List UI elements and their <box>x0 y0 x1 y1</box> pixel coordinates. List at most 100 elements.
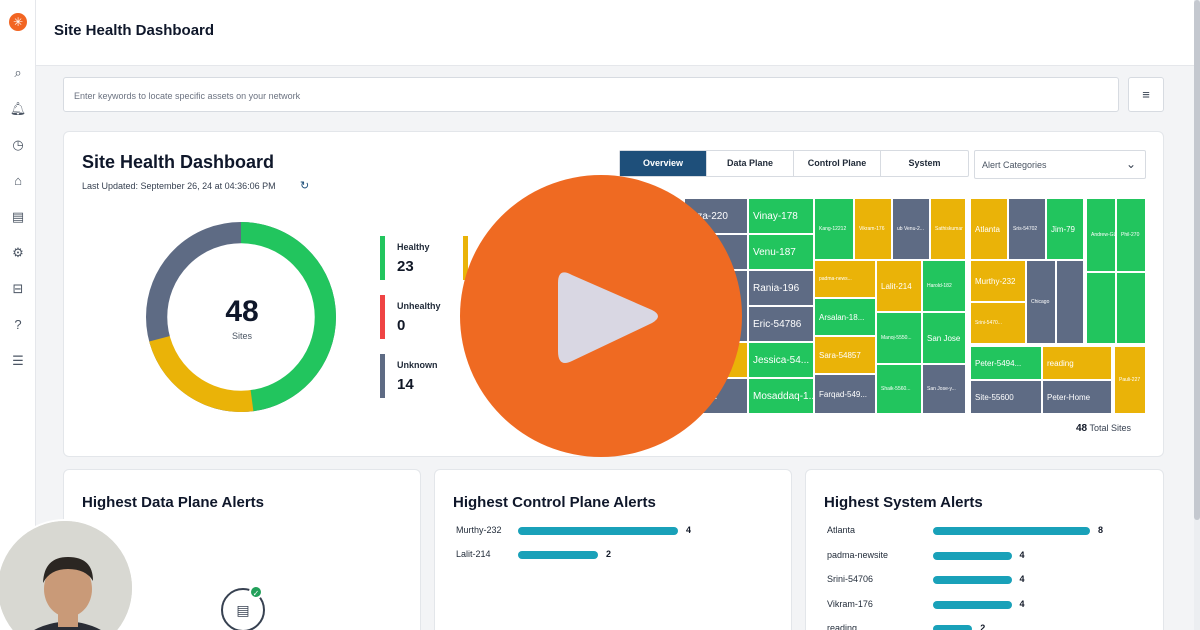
treemap-tile[interactable]: Andrew-GL <box>1086 198 1116 272</box>
bar-fill <box>933 527 1090 535</box>
presenter-webcam <box>0 519 134 630</box>
bar-label: Atlanta <box>827 525 856 535</box>
alert-categories-select[interactable]: Alert Categories ⌄ <box>974 150 1146 179</box>
treemap-tile[interactable]: Chicago <box>1026 260 1056 344</box>
treemap-tile[interactable]: Arsalan-18... <box>814 298 876 336</box>
treemap-tile[interactable]: Sara-54857 <box>814 336 876 374</box>
bell-icon[interactable]: 🔔︎ <box>9 101 27 116</box>
treemap-tile[interactable]: Shaik-5560... <box>876 364 922 414</box>
treemap-tile[interactable] <box>1056 260 1084 344</box>
treemap-tile[interactable]: Kang-12212 <box>814 198 854 260</box>
filter-button[interactable]: ≡ <box>1128 77 1164 112</box>
treemap-tile[interactable]: Peter-Home <box>1042 380 1112 414</box>
bar-row[interactable]: Vikram-176 4 <box>827 599 1147 611</box>
treemap-tile[interactable]: Jessica-54... <box>748 342 814 378</box>
bar-row[interactable]: Lalit-214 2 <box>456 549 776 561</box>
brand-logo-icon[interactable]: ✳ <box>9 13 27 31</box>
treemap-tile[interactable]: padma-news... <box>814 260 876 298</box>
alert-categories-placeholder: Alert Categories <box>982 160 1047 170</box>
bar-label: Vikram-176 <box>827 598 873 609</box>
donut-gap <box>167 243 315 391</box>
treemap-tile[interactable]: reading <box>1042 346 1112 380</box>
treemap-tile[interactable]: Farqad-549... <box>814 374 876 414</box>
clock-icon[interactable]: ◷ <box>12 137 24 152</box>
tab-overview[interactable]: Overview <box>620 151 707 176</box>
tab-control-plane[interactable]: Control Plane <box>794 151 881 176</box>
treemap-tile[interactable]: Eric-54786 <box>748 306 814 342</box>
treemap-tile[interactable]: Rania-196 <box>748 270 814 306</box>
treemap-tile[interactable]: Harold-182 <box>922 260 966 312</box>
bar-row[interactable]: padma-newsite 4 <box>827 550 1147 562</box>
treemap-tile[interactable]: Phil-270 <box>1116 198 1146 272</box>
system-alerts-card: Highest System Alerts Atlanta 8 padma-news… <box>805 469 1164 630</box>
search-icon[interactable]: ⌕ <box>14 65 22 80</box>
control-plane-alerts-card: Highest Control Plane Alerts Murthy-232 4… <box>434 469 792 630</box>
treemap-tile[interactable] <box>1116 272 1146 344</box>
bar-value: 2 <box>980 623 986 630</box>
search-input[interactable]: Enter keywords to locate specific assets… <box>63 77 1119 112</box>
scrollbar-thumb[interactable] <box>1194 0 1200 520</box>
page-scrollbar[interactable] <box>1194 0 1200 630</box>
bar-label: Murthy-232 <box>456 525 502 535</box>
refresh-icon[interactable]: ↻ <box>300 180 310 192</box>
home-icon[interactable]: ⌂ <box>14 173 22 188</box>
sites-label: Sites <box>231 331 252 341</box>
router-icon[interactable]: ⊟ <box>12 281 24 296</box>
donut-warning <box>146 222 336 412</box>
treemap-tile[interactable]: Atlanta <box>970 198 1008 260</box>
device-settings-icon[interactable]: ⚙ <box>12 245 24 260</box>
legend-unhealthy[interactable]: Unhealthy 0 <box>380 295 500 341</box>
bar-row[interactable]: Murthy-232 4 <box>456 525 776 537</box>
table-icon[interactable]: ☰ <box>12 353 24 368</box>
legend-swatch <box>380 295 385 339</box>
bar-value: 4 <box>686 525 692 535</box>
chevron-down-icon: ⌄ <box>1125 157 1136 171</box>
help-icon[interactable]: ? <box>14 317 22 332</box>
treemap-tile[interactable]: Pauli-227 <box>1114 346 1146 414</box>
treemap-tile[interactable]: Sris-54702 <box>1008 198 1046 260</box>
presenter-avatar <box>0 521 132 630</box>
site-treemap: mza-220 89 -547... Vinay-178 Venu-187 Ra… <box>684 198 1146 414</box>
legend-swatch <box>380 354 385 398</box>
bar-value: 4 <box>1019 549 1025 560</box>
treemap-tile[interactable]: Site-55600 <box>970 380 1042 414</box>
treemap-tile[interactable]: Mosaddaq-1... <box>748 378 814 414</box>
bar-row[interactable]: Atlanta 8 <box>827 525 1147 537</box>
bar-fill <box>933 576 1012 584</box>
treemap-tile[interactable]: Murthy-232 <box>970 260 1026 302</box>
sidebar: ✳ ⌕ 🔔︎ ◷ ⌂ ▤ ⚙ ⊟ ? ☰ <box>0 0 36 630</box>
bar-row[interactable]: Srini-54706 4 <box>827 574 1147 586</box>
bar-value: 2 <box>606 549 612 559</box>
view-tabs: Overview Data Plane Control Plane System <box>619 150 969 177</box>
top-header: Site Health Dashboard <box>36 0 1194 66</box>
filter-icon: ≡ <box>1142 87 1150 102</box>
check-icon: ✓ <box>249 585 263 599</box>
tab-data-plane[interactable]: Data Plane <box>707 151 794 176</box>
play-button[interactable] <box>460 175 742 457</box>
treemap-tile[interactable]: ub Venu-2... <box>892 198 930 260</box>
legend-value: 14 <box>397 376 414 393</box>
treemap-tile[interactable]: Venu-187 <box>748 234 814 270</box>
treemap-tile[interactable]: Vikram-176 <box>854 198 892 260</box>
treemap-tile[interactable]: Srini-5470... <box>970 302 1026 344</box>
treemap-tile[interactable]: Manoj-5550... <box>876 312 922 364</box>
treemap-tile[interactable]: Lalit-214 <box>876 260 922 312</box>
bar-row[interactable]: reading 2 <box>827 623 1147 630</box>
treemap-tile[interactable]: Vinay-178 <box>748 198 814 234</box>
total-sites-number: 48 <box>1076 423 1088 434</box>
tab-system[interactable]: System <box>908 158 941 168</box>
bar-fill <box>933 625 973 630</box>
treemap-tile[interactable]: Sathiskumar <box>930 198 966 260</box>
legend-healthy[interactable]: Healthy 23 <box>380 236 500 282</box>
treemap-tile[interactable]: San Jose <box>922 312 966 364</box>
treemap-tile[interactable] <box>1086 272 1116 344</box>
chart-icon[interactable]: ▤ <box>11 209 25 224</box>
total-sites: 48 Total Sites <box>1076 423 1131 434</box>
treemap-tile[interactable]: Jim-79 <box>1046 198 1084 260</box>
treemap-tile[interactable]: San Jose-y... <box>922 364 966 414</box>
legend-unknown[interactable]: Unknown 14 <box>380 354 500 400</box>
treemap-tile[interactable]: Peter-5494... <box>970 346 1042 380</box>
page-title: Site Health Dashboard <box>54 22 215 39</box>
last-updated: Last Updated: September 26, 24 at 04:36:… <box>82 181 276 191</box>
database-icon: ▤ <box>221 588 265 630</box>
